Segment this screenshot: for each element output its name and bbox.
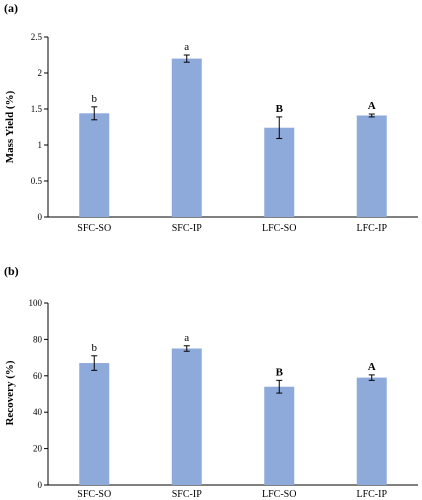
y-tick-label-b: 80 [33,334,43,344]
category-label-b: LFC-SO [262,489,296,500]
y-tick-label-b: 20 [33,444,43,454]
y-axis-label-a: Mass Yield (%) [4,90,16,163]
chart-mass-yield: (a) Mass Yield (%) 0 0.5 1 1.5 2 2.5 b a B A SFC… [4,1,418,234]
categories-b: SFC-SO SFC-IP LFC-SO LFC-IP [77,489,387,500]
y-ticks-b: 0 20 40 60 80 100 [29,298,48,490]
significance-label-a: b [92,93,98,105]
category-label-a: LFC-SO [262,223,296,234]
category-label-a: LFC-IP [356,223,387,234]
significance-label-b: b [92,342,98,354]
bar-a [356,115,387,217]
y-tick-label-a: 0 [38,212,43,222]
significance-label-a: a [184,41,189,53]
significance-label-b: A [368,361,376,373]
y-ticks-a: 0 0.5 1 1.5 2 2.5 [31,32,48,222]
y-tick-label-b: 0 [38,480,43,490]
y-tick-label-a: 2.5 [31,32,43,42]
y-tick-label-b: 100 [29,298,43,308]
bar-a [79,113,110,217]
panel-label-a: (a) [4,1,18,15]
bar-b [79,363,110,485]
bar-b [356,377,387,485]
y-tick-label-a: 2 [38,68,43,78]
bars-b: b a B A [79,332,387,485]
bar-b [264,386,295,485]
chart-recovery: (b) Recovery (%) 0 20 40 60 80 100 b a B A SFC-S… [4,264,418,500]
y-tick-label-b: 40 [33,407,43,417]
category-label-a: SFC-IP [172,223,202,234]
category-label-b: SFC-IP [172,489,202,500]
y-tick-label-a: 1 [38,140,43,150]
bars-a: b a B A [79,41,387,217]
categories-a: SFC-SO SFC-IP LFC-SO LFC-IP [77,223,387,234]
significance-label-b: a [184,332,189,344]
category-label-b: SFC-SO [77,489,111,500]
y-tick-label-a: 1.5 [31,104,43,114]
significance-label-a: B [276,103,284,115]
y-tick-label-b: 60 [33,371,43,381]
significance-label-b: B [276,366,284,378]
y-axis-label-b: Recovery (%) [4,360,16,425]
bar-a [264,127,295,217]
category-label-a: SFC-SO [77,223,111,234]
bar-a [171,58,202,217]
panel-label-b: (b) [4,264,19,278]
bar-b [171,348,202,485]
category-label-b: LFC-IP [356,489,387,500]
y-tick-label-a: 0.5 [31,176,43,186]
significance-label-a: A [368,100,376,112]
